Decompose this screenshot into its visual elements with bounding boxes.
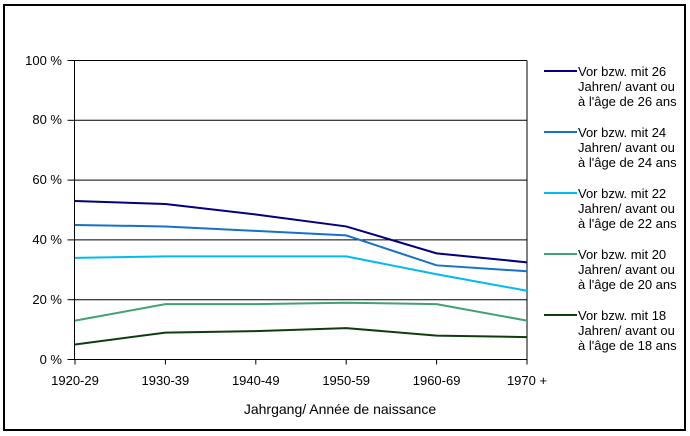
legend-entry: Vor bzw. mit 20 Jahren/ avant ou à l'âge…: [544, 247, 686, 292]
series-line-4: [74, 301, 528, 322]
series-line-3: [74, 255, 528, 292]
y-tick-label: 80 %: [32, 112, 62, 128]
legend-line-swatch: [544, 192, 577, 194]
y-tick-label: 40 %: [32, 231, 62, 247]
y-tick-label: 20 %: [32, 291, 62, 307]
legend-label: Vor bzw. mit 20 Jahren/ avant ou à l'âge…: [578, 247, 677, 292]
legend-line-swatch: [544, 131, 577, 133]
legend-line-swatch: [544, 314, 577, 316]
legend-entry: Vor bzw. mit 22 Jahren/ avant ou à l'âge…: [544, 186, 686, 231]
legend-line-swatch: [544, 253, 577, 255]
x-tick-label: 1950-59: [322, 373, 371, 388]
legend-label: Vor bzw. mit 18 Jahren/ avant ou à l'âge…: [578, 308, 677, 353]
x-tick-label: 1940-49: [231, 373, 280, 388]
legend-label: Vor bzw. mit 24 Jahren/ avant ou à l'âge…: [578, 125, 677, 170]
y-tick-label: 0 %: [39, 351, 62, 367]
series-line-5: [74, 327, 528, 346]
series-line-1: [74, 200, 528, 264]
legend-entry: Vor bzw. mit 26 Jahren/ avant ou à l'âge…: [544, 64, 686, 109]
legend-entry: Vor bzw. mit 18 Jahren/ avant ou à l'âge…: [544, 308, 686, 353]
x-tick-label: 1970 +: [506, 373, 548, 388]
x-tick-label: 1920-29: [51, 373, 99, 388]
x-tick-label: 1930-39: [141, 373, 190, 388]
legend-entry: Vor bzw. mit 24 Jahren/ avant ou à l'âge…: [544, 125, 686, 170]
x-axis-title: Jahrgang/ Année de naissance: [243, 401, 437, 417]
y-tick-label: 100 %: [25, 52, 62, 68]
legend-label: Vor bzw. mit 26 Jahren/ avant ou à l'âge…: [578, 64, 677, 109]
legend-line-swatch: [544, 70, 577, 72]
series-line-2: [74, 223, 528, 273]
legend-label: Vor bzw. mit 22 Jahren/ avant ou à l'âge…: [578, 186, 677, 231]
legend: Vor bzw. mit 26 Jahren/ avant ou à l'âge…: [544, 64, 686, 369]
y-tick-label: 60 %: [32, 172, 62, 188]
x-tick-label: 1960-69: [412, 373, 461, 388]
